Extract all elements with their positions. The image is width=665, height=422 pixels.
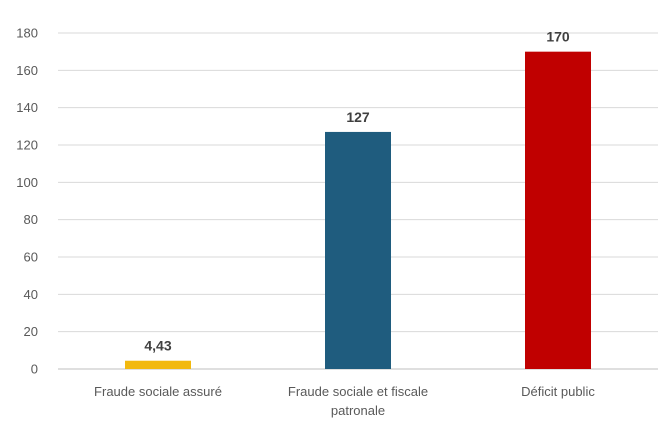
y-axis-tick-labels: 0 20 40 60 80 100 120 140 160 180	[16, 26, 38, 377]
data-label-1: 4,43	[144, 338, 171, 354]
y-tick-label: 140	[16, 100, 38, 115]
x-tick-label-line: Déficit public	[521, 384, 595, 399]
bar-2	[325, 131, 391, 369]
y-tick-label: 40	[24, 287, 38, 302]
x-tick-label-line: Fraude sociale assuré	[94, 384, 222, 399]
y-tick-label: 100	[16, 175, 38, 190]
x-tick-label-line: Fraude sociale et fiscale	[288, 384, 428, 399]
x-tick-label-1: Fraude sociale assuré	[94, 384, 222, 399]
x-axis-tick-labels: Fraude sociale assuré Fraude sociale et f…	[94, 384, 595, 418]
y-tick-label: 180	[16, 26, 38, 41]
y-tick-label: 80	[24, 212, 38, 227]
bars	[125, 51, 591, 370]
x-tick-label-3: Déficit public	[521, 384, 595, 399]
bar-1	[125, 360, 191, 369]
y-tick-label: 20	[24, 324, 38, 339]
y-tick-label: 160	[16, 63, 38, 78]
data-label-3: 170	[546, 29, 570, 45]
data-label-2: 127	[346, 109, 370, 125]
y-tick-label: 120	[16, 138, 38, 153]
x-tick-label-2: Fraude sociale et fiscale patronale	[288, 384, 428, 418]
y-tick-label: 60	[24, 250, 38, 265]
y-tick-label: 0	[31, 362, 38, 377]
bar-3	[525, 51, 591, 370]
data-labels: 4,43 127 170	[144, 29, 570, 354]
x-tick-label-line: patronale	[331, 403, 385, 418]
